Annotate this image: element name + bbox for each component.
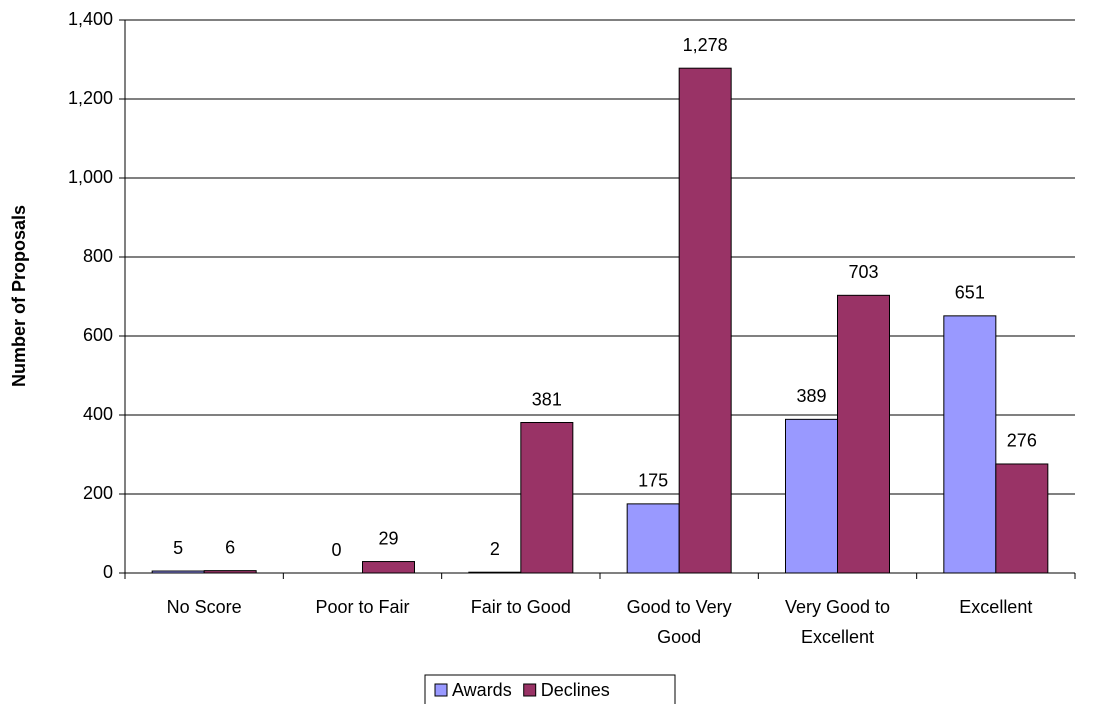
legend-box [424, 674, 676, 704]
x-tick-label: Good to Very Good [626, 597, 732, 647]
data-label: 381 [532, 389, 562, 409]
bar [203, 570, 257, 574]
legend-swatch [434, 683, 448, 697]
bar [678, 67, 732, 574]
data-label: 1,278 [683, 35, 728, 55]
y-tick-label: 200 [83, 483, 113, 503]
y-tick-label: 0 [103, 562, 113, 582]
data-label: 703 [848, 262, 878, 282]
data-label: 5 [173, 538, 183, 558]
bar [520, 422, 574, 574]
y-tick-label: 1,400 [68, 9, 113, 29]
bar [626, 503, 680, 574]
y-tick-label: 400 [83, 404, 113, 424]
bar [837, 294, 890, 574]
data-label: 276 [1007, 431, 1037, 451]
bar [995, 463, 1049, 574]
bar [362, 561, 415, 574]
x-tick-label: No Score [166, 597, 242, 617]
data-label: 6 [225, 537, 235, 557]
bar [151, 570, 205, 574]
y-tick-label: 600 [83, 325, 113, 345]
x-tick-label: Fair to Good [470, 597, 571, 617]
y-tick-label: 1,200 [68, 88, 113, 108]
y-tick-label: 1,000 [68, 167, 113, 187]
bar [468, 571, 522, 574]
x-tick-label: Poor to Fair [315, 597, 410, 617]
data-label: 389 [796, 386, 826, 406]
legend-swatch [523, 683, 537, 697]
y-axis-title: Number of Proposals [9, 205, 29, 387]
x-tick-label: Excellent [959, 597, 1033, 617]
bar [943, 315, 997, 574]
x-tick-label: Very Good to Excellent [784, 597, 891, 647]
data-label: 0 [331, 540, 341, 560]
data-label: 651 [955, 283, 985, 303]
legend-label: Declines [541, 680, 610, 700]
y-tick-label: 800 [83, 246, 113, 266]
data-label: 175 [638, 471, 668, 491]
legend-label: Awards [452, 680, 512, 700]
data-label: 2 [490, 539, 500, 559]
bar [785, 418, 838, 574]
data-label: 29 [378, 528, 398, 548]
